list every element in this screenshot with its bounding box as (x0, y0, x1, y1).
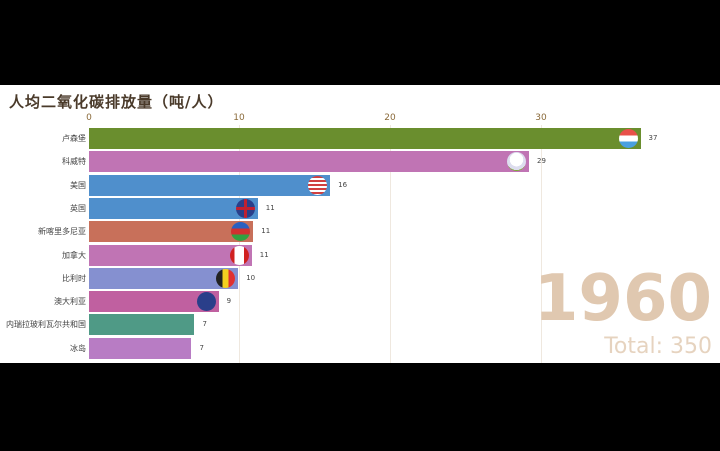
category-label: 卢森堡 (62, 134, 86, 143)
bar-row: 比利时 10 (0, 267, 720, 289)
bar (89, 291, 219, 313)
bar-row: 英国 11 (0, 197, 720, 219)
bar-row: 科威特 29 (0, 151, 720, 173)
value-label: 16 (338, 180, 348, 189)
category-label: 英国 (70, 203, 86, 213)
bar (89, 221, 254, 243)
bar-row: 冰岛 7 (0, 337, 720, 359)
x-tick-30: 30 (535, 113, 547, 123)
category-label: 冰岛 (70, 343, 86, 353)
value-label: 9 (226, 297, 232, 306)
kuwait-flag-icon (507, 152, 527, 172)
value-label: 11 (261, 227, 271, 236)
category-label: 加拿大 (62, 250, 86, 260)
category-label: 科威特 (62, 157, 86, 167)
category-label: 新喀里多尼亚 (38, 227, 86, 237)
bar-row: 内瑞拉玻利瓦尔共和国 7 (0, 314, 720, 336)
bar (89, 244, 252, 266)
usa-flag-icon (308, 175, 328, 195)
gridline (541, 125, 542, 363)
value-label: 11 (259, 250, 269, 259)
x-tick-20: 20 (384, 113, 396, 123)
bar (89, 314, 195, 336)
category-label: 比利时 (62, 273, 86, 283)
gridline (239, 125, 240, 363)
australia-flag-icon (196, 292, 216, 312)
x-tick-0: 0 (86, 113, 92, 123)
belgium-flag-icon (216, 268, 236, 288)
year-label: 1960 (533, 262, 712, 336)
bar-row: 新喀里多尼亚 11 (0, 221, 720, 243)
value-label: 7 (199, 343, 204, 352)
bar (89, 128, 641, 149)
bar (89, 197, 258, 219)
uk-flag-icon (235, 198, 255, 218)
bar (89, 174, 331, 196)
chart-title: 人均二氧化碳排放量（吨/人） (9, 93, 224, 111)
gridline (390, 125, 391, 363)
bar (89, 151, 530, 173)
value-label: 11 (265, 203, 275, 212)
bar (89, 267, 239, 289)
canada-flag-icon (229, 245, 249, 265)
bar-row: 澳大利亚 9 (0, 291, 720, 313)
category-label: 美国 (70, 180, 86, 190)
new-caledonia-flag-icon (231, 222, 251, 242)
bar-row: 卢森堡 37 (0, 128, 720, 149)
category-label: 澳大利亚 (54, 297, 86, 307)
luxembourg-flag-icon (618, 129, 638, 148)
chart-frame: 人均二氧化碳排放量（吨/人） 0 10 20 30 卢森堡 37 科威特 29 美国 16… (0, 85, 720, 363)
x-tick-10: 10 (233, 113, 245, 123)
bar-row: 加拿大 11 (0, 244, 720, 266)
category-label: 内瑞拉玻利瓦尔共和国 (6, 320, 86, 330)
bar (89, 337, 192, 359)
value-label: 7 (202, 320, 207, 329)
value-label: 10 (246, 273, 256, 282)
value-label: 29 (537, 157, 546, 166)
bar-row: 美国 16 (0, 174, 720, 196)
total-label: Total: 350 (604, 334, 712, 359)
value-label: 37 (648, 134, 658, 142)
